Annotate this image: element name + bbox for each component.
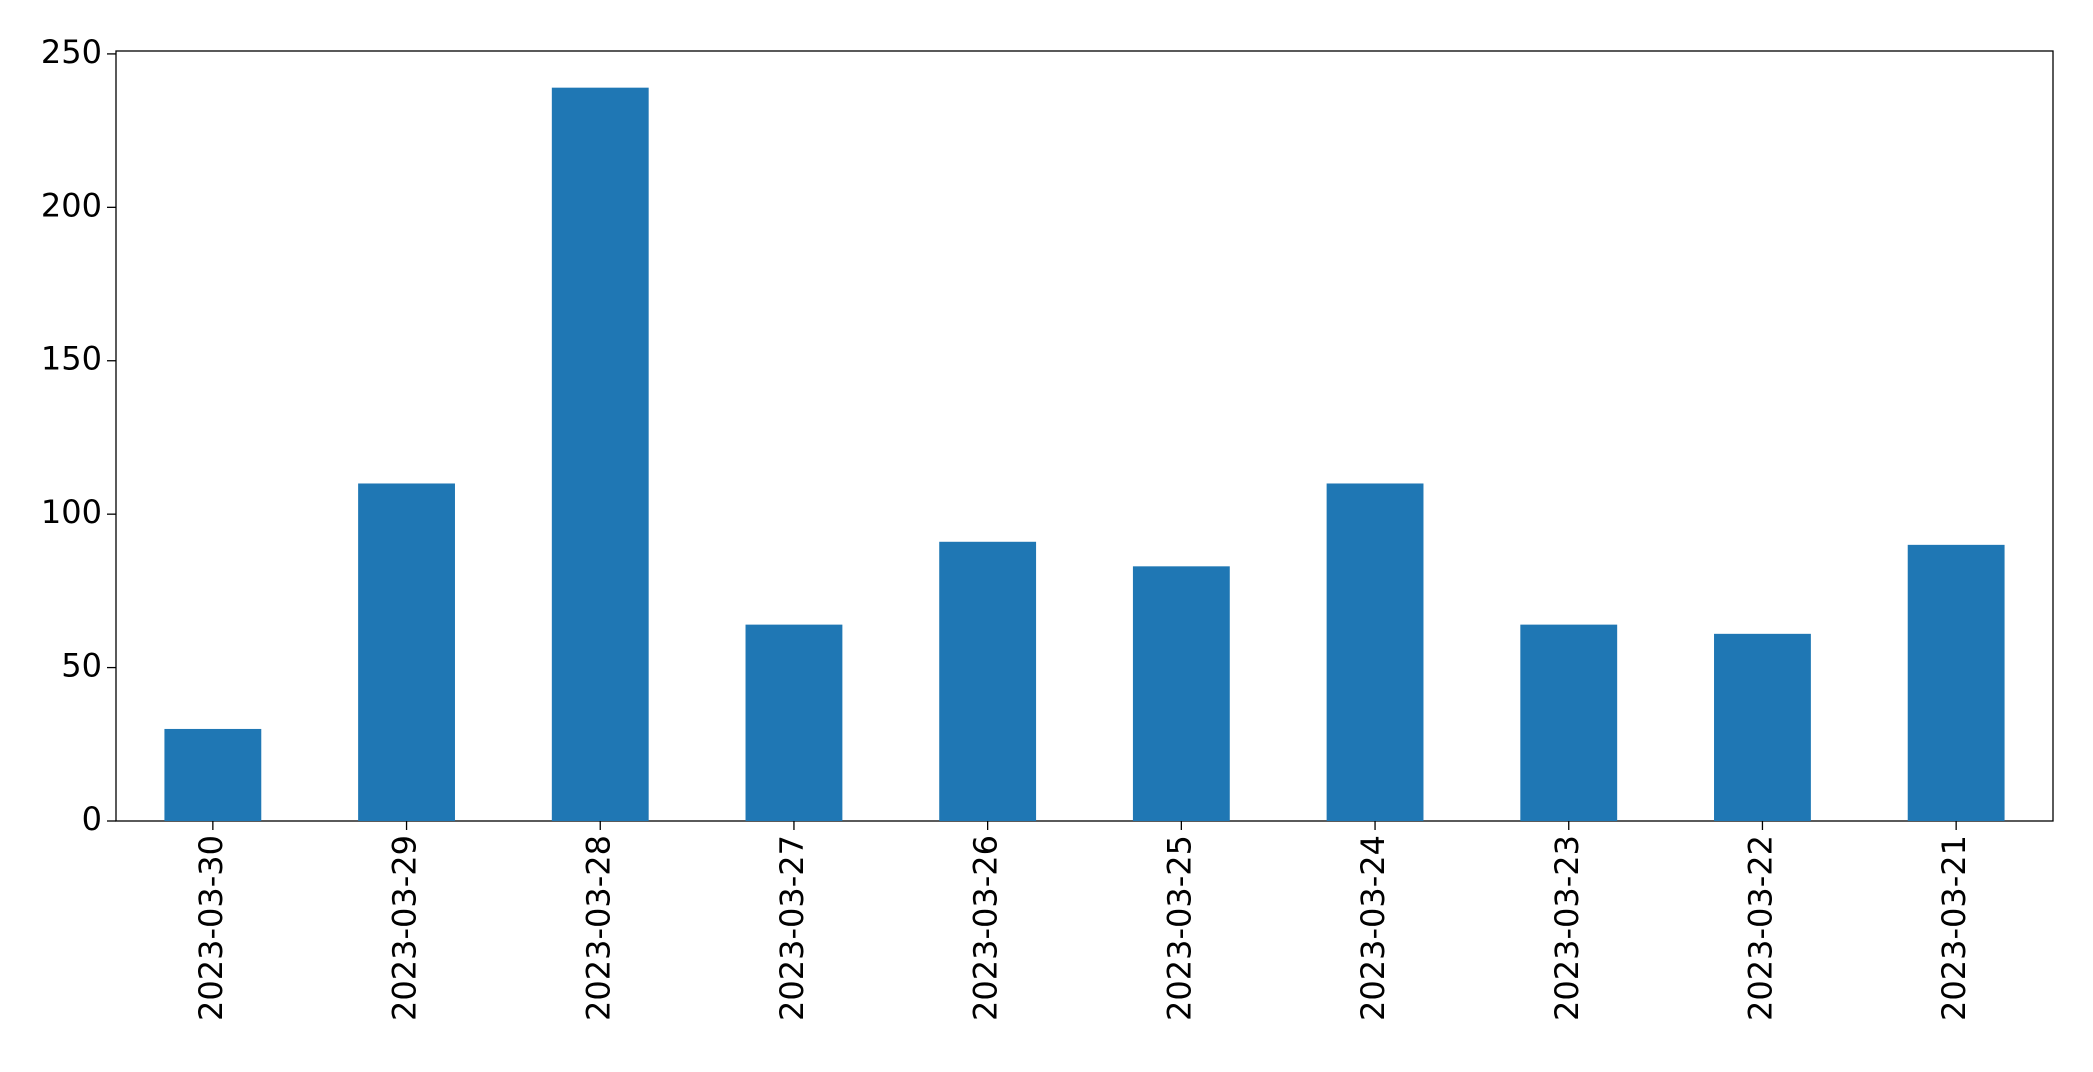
bar [1907, 544, 2005, 821]
bar [1326, 483, 1424, 821]
x-tick-label: 2023-03-29 [386, 835, 424, 1021]
y-tick-label: 0 [82, 800, 102, 838]
bar [164, 728, 262, 821]
bar [1714, 633, 1811, 821]
y-tick-label: 100 [41, 493, 102, 531]
x-tick-label: 2023-03-24 [1354, 835, 1392, 1021]
plot-frame [115, 50, 2054, 822]
y-tick-label: 200 [41, 186, 102, 224]
bar [939, 541, 1037, 821]
y-tick-label: 250 [41, 33, 102, 71]
x-tick-label: 2023-03-21 [1935, 835, 1973, 1021]
x-tick-label: 2023-03-27 [773, 835, 811, 1021]
x-tick-label: 2023-03-26 [967, 835, 1005, 1021]
bar [358, 483, 455, 821]
y-tick-label: 50 [61, 647, 102, 685]
x-tick-label: 2023-03-22 [1741, 835, 1779, 1021]
bar [1520, 624, 1618, 821]
x-tick-label: 2023-03-30 [192, 835, 230, 1021]
bar [745, 624, 843, 821]
x-tick-label: 2023-03-23 [1548, 835, 1586, 1021]
x-tick-label: 2023-03-28 [579, 835, 617, 1021]
bar [1132, 566, 1230, 821]
y-tick-label: 150 [41, 340, 102, 378]
x-tick-label: 2023-03-25 [1160, 835, 1198, 1021]
bar [551, 87, 649, 821]
